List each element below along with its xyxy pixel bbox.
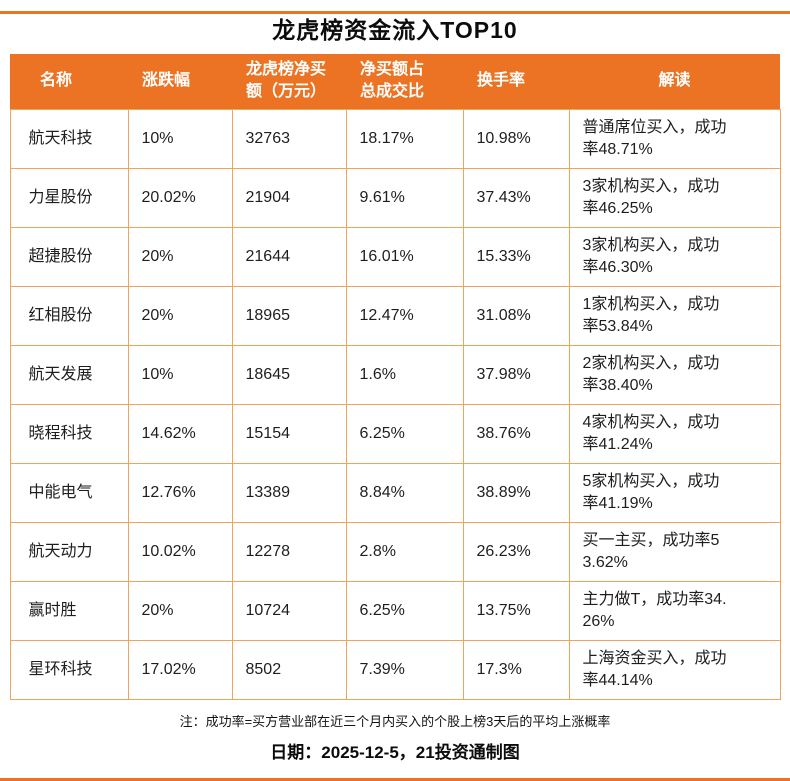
table-row: 航天科技 10% 32763 18.17% 10.98% 普通席位买入，成功率48.71% [9,108,781,169]
cell-turnover-rate: 31.08% [462,285,570,346]
table-row: 晓程科技 14.62% 15154 6.25% 38.76% 4家机构买入，成功率41.2… [9,403,781,464]
cell-interpretation: 5家机构买入，成功率41.19% [568,462,781,523]
cell-change-pct: 17.02% [127,639,233,700]
cell-change-pct: 10% [127,344,233,405]
cell-net-buy-ratio: 16.01% [345,226,464,287]
cell-turnover-rate: 13.75% [462,580,570,641]
cell-name: 赢时胜 [9,580,129,641]
cell-net-buy-amount: 32763 [231,108,347,169]
cell-name: 晓程科技 [9,403,129,464]
cell-change-pct: 14.62% [127,403,233,464]
cell-interpretation: 2家机构买入，成功率38.40% [568,344,781,405]
table-row: 超捷股份 20% 21644 16.01% 15.33% 3家机构买入，成功率46.30% [9,226,781,287]
table-row: 力星股份 20.02% 21904 9.61% 37.43% 3家机构买入，成功率46.2… [9,167,781,228]
cell-name: 航天发展 [9,344,129,405]
table-row: 航天动力 10.02% 12278 2.8% 26.23% 买一主买，成功率53.62% [9,521,781,582]
cell-turnover-rate: 17.3% [462,639,570,700]
top10-inflow-table: 名称 涨跌幅 龙虎榜净买 额（万元） 净买额占 总成交比 换手率 解读 航天科技 10% 32… [9,54,781,700]
cell-interpretation: 上海资金买入，成功率44.14% [568,639,781,700]
cell-turnover-rate: 37.98% [462,344,570,405]
page-title: 龙虎榜资金流入TOP10 [272,17,518,43]
cell-net-buy-amount: 8502 [231,639,347,700]
cell-net-buy-ratio: 18.17% [345,108,464,169]
table-body: 航天科技 10% 32763 18.17% 10.98% 普通席位买入，成功率48.71%… [9,108,781,700]
cell-interpretation: 1家机构买入，成功率53.84% [568,285,781,346]
cell-interpretation: 4家机构买入，成功率41.24% [568,403,781,464]
column-header-turnover-rate: 换手率 [463,54,569,109]
column-header-net-buy-ratio: 净买额占 总成交比 [346,54,463,109]
cell-change-pct: 20% [127,580,233,641]
cell-change-pct: 10.02% [127,521,233,582]
cell-turnover-rate: 26.23% [462,521,570,582]
cell-interpretation: 主力做T，成功率34.26% [568,580,781,641]
cell-interpretation: 普通席位买入，成功率48.71% [568,108,781,169]
cell-change-pct: 10% [127,108,233,169]
cell-turnover-rate: 10.98% [462,108,570,169]
cell-net-buy-amount: 10724 [231,580,347,641]
table-row: 赢时胜 20% 10724 6.25% 13.75% 主力做T，成功率34.26% [9,580,781,641]
cell-turnover-rate: 37.43% [462,167,570,228]
date-source-line: 日期：2025-12-5，21投资通制图 [270,742,520,762]
table-row: 航天发展 10% 18645 1.6% 37.98% 2家机构买入，成功率38.40% [9,344,781,405]
cell-net-buy-amount: 21904 [231,167,347,228]
cell-net-buy-amount: 12278 [231,521,347,582]
top-accent-line [0,11,790,14]
cell-net-buy-ratio: 12.47% [345,285,464,346]
cell-interpretation: 3家机构买入，成功率46.30% [568,226,781,287]
table-row: 中能电气 12.76% 13389 8.84% 38.89% 5家机构买入，成功率41.1… [9,462,781,523]
table-header: 名称 涨跌幅 龙虎榜净买 额（万元） 净买额占 总成交比 换手率 解读 [10,54,780,109]
cell-net-buy-amount: 13389 [231,462,347,523]
cell-interpretation: 3家机构买入，成功率46.25% [568,167,781,228]
cell-net-buy-ratio: 1.6% [345,344,464,405]
cell-name: 红相股份 [9,285,129,346]
column-header-change-pct: 涨跌幅 [128,54,232,109]
cell-net-buy-ratio: 6.25% [345,403,464,464]
cell-name: 航天科技 [9,108,129,169]
column-header-interpretation: 解读 [569,54,780,109]
table-header-row: 名称 涨跌幅 龙虎榜净买 额（万元） 净买额占 总成交比 换手率 解读 [10,54,780,109]
footnote: 注：成功率=买方营业部在近三个月内买入的个股上榜3天后的平均上涨概率 [179,713,611,729]
cell-change-pct: 12.76% [127,462,233,523]
table-row: 红相股份 20% 18965 12.47% 31.08% 1家机构买入，成功率53.84% [9,285,781,346]
cell-change-pct: 20% [127,285,233,346]
cell-turnover-rate: 38.89% [462,462,570,523]
column-header-name: 名称 [10,54,128,109]
cell-net-buy-amount: 15154 [231,403,347,464]
cell-net-buy-ratio: 8.84% [345,462,464,523]
table-row: 星环科技 17.02% 8502 7.39% 17.3% 上海资金买入，成功率44.14% [9,639,781,700]
cell-name: 中能电气 [9,462,129,523]
cell-turnover-rate: 38.76% [462,403,570,464]
cell-name: 超捷股份 [9,226,129,287]
cell-net-buy-ratio: 9.61% [345,167,464,228]
cell-turnover-rate: 15.33% [462,226,570,287]
cell-net-buy-amount: 21644 [231,226,347,287]
cell-interpretation: 买一主买，成功率53.62% [568,521,781,582]
cell-net-buy-ratio: 6.25% [345,580,464,641]
cell-change-pct: 20% [127,226,233,287]
column-header-net-buy-amount: 龙虎榜净买 额（万元） [232,54,346,109]
cell-name: 航天动力 [9,521,129,582]
cell-net-buy-amount: 18645 [231,344,347,405]
cell-net-buy-ratio: 2.8% [345,521,464,582]
cell-change-pct: 20.02% [127,167,233,228]
cell-name: 力星股份 [9,167,129,228]
cell-net-buy-amount: 18965 [231,285,347,346]
cell-name: 星环科技 [9,639,129,700]
cell-net-buy-ratio: 7.39% [345,639,464,700]
